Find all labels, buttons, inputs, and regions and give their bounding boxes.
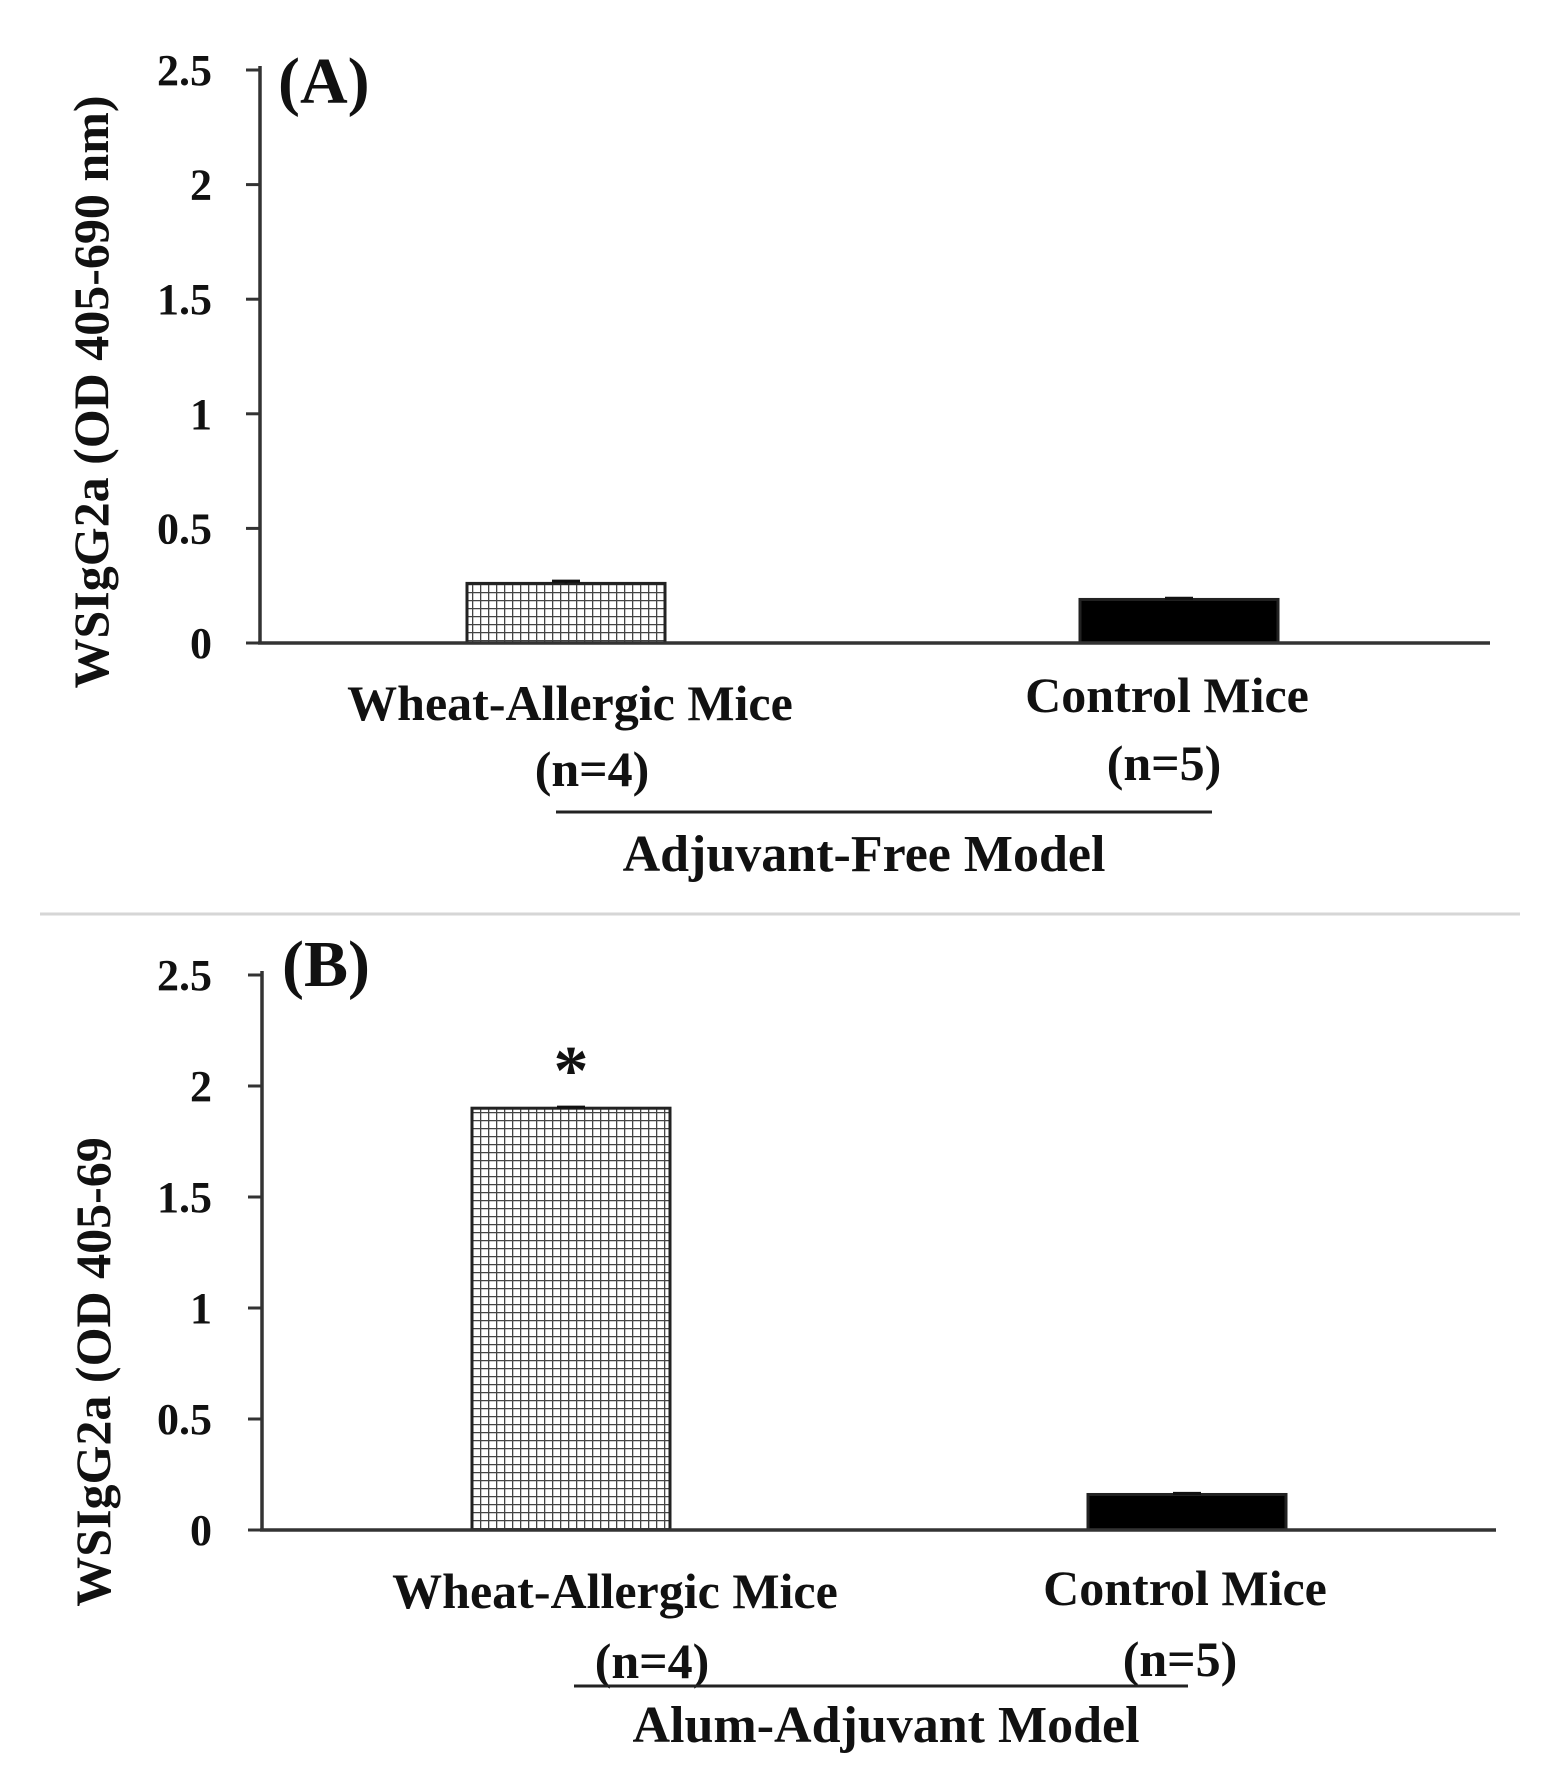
y-tick-label-a-0: 0 (190, 619, 212, 668)
panel-label-b: (B) (282, 928, 370, 1001)
y-axis-label-a: WSIgG2a (OD 405-690 nm) (63, 95, 119, 688)
category-label-wheat-b: Wheat-Allergic Mice (392, 1563, 838, 1619)
y-tick-label-a-5: 2.5 (157, 46, 212, 95)
category-label-control-b: Control Mice (1043, 1560, 1327, 1616)
category-label-wheat-a: Wheat-Allergic Mice (347, 675, 793, 731)
y-tick-label-a-1: 0.5 (157, 504, 212, 553)
y-tick-label-b-1: 0.5 (157, 1395, 212, 1444)
bar-b-0 (470, 1106, 672, 1532)
y-tick-label-a-3: 1.5 (157, 275, 212, 324)
y-tick-label-b-0: 0 (190, 1506, 212, 1555)
sample-size-wheat-b: (n=4) (595, 1633, 710, 1689)
y-tick-label-b-5: 2.5 (157, 951, 212, 1000)
sample-size-control-a: (n=5) (1107, 735, 1222, 791)
y-axis-label-b: WSIgG2a (OD 405-69 (65, 1137, 121, 1606)
panel-label-a: (A) (278, 45, 370, 118)
bar-b-1 (1086, 1492, 1288, 1532)
bar-a-1 (1078, 597, 1280, 645)
category-label-control-a: Control Mice (1025, 667, 1309, 723)
y-tick-label-a-2: 1 (190, 390, 212, 439)
group-label-b: Alum-Adjuvant Model (632, 1697, 1139, 1754)
panel-a-chart: (A) 0 0.5 1 1.5 2 2.5 WSIgG2a (OD 405-690 nm)… (63, 45, 1490, 883)
y-tick-label-b-2: 1 (190, 1284, 212, 1333)
sample-size-wheat-a: (n=4) (535, 741, 650, 797)
bar-a-0 (465, 581, 667, 645)
panel-b-chart: (B) 0 0.5 1 1.5 2 2.5 * WSIgG2a (OD 405-69 Wh… (65, 928, 1496, 1754)
significance-marker-b-0: * (554, 1033, 589, 1110)
sample-size-control-b: (n=5) (1123, 1631, 1238, 1687)
y-tick-label-a-4: 2 (190, 161, 212, 210)
group-label-a: Adjuvant-Free Model (623, 826, 1106, 883)
y-tick-label-b-3: 1.5 (157, 1173, 212, 1222)
y-tick-label-b-4: 2 (190, 1062, 212, 1111)
